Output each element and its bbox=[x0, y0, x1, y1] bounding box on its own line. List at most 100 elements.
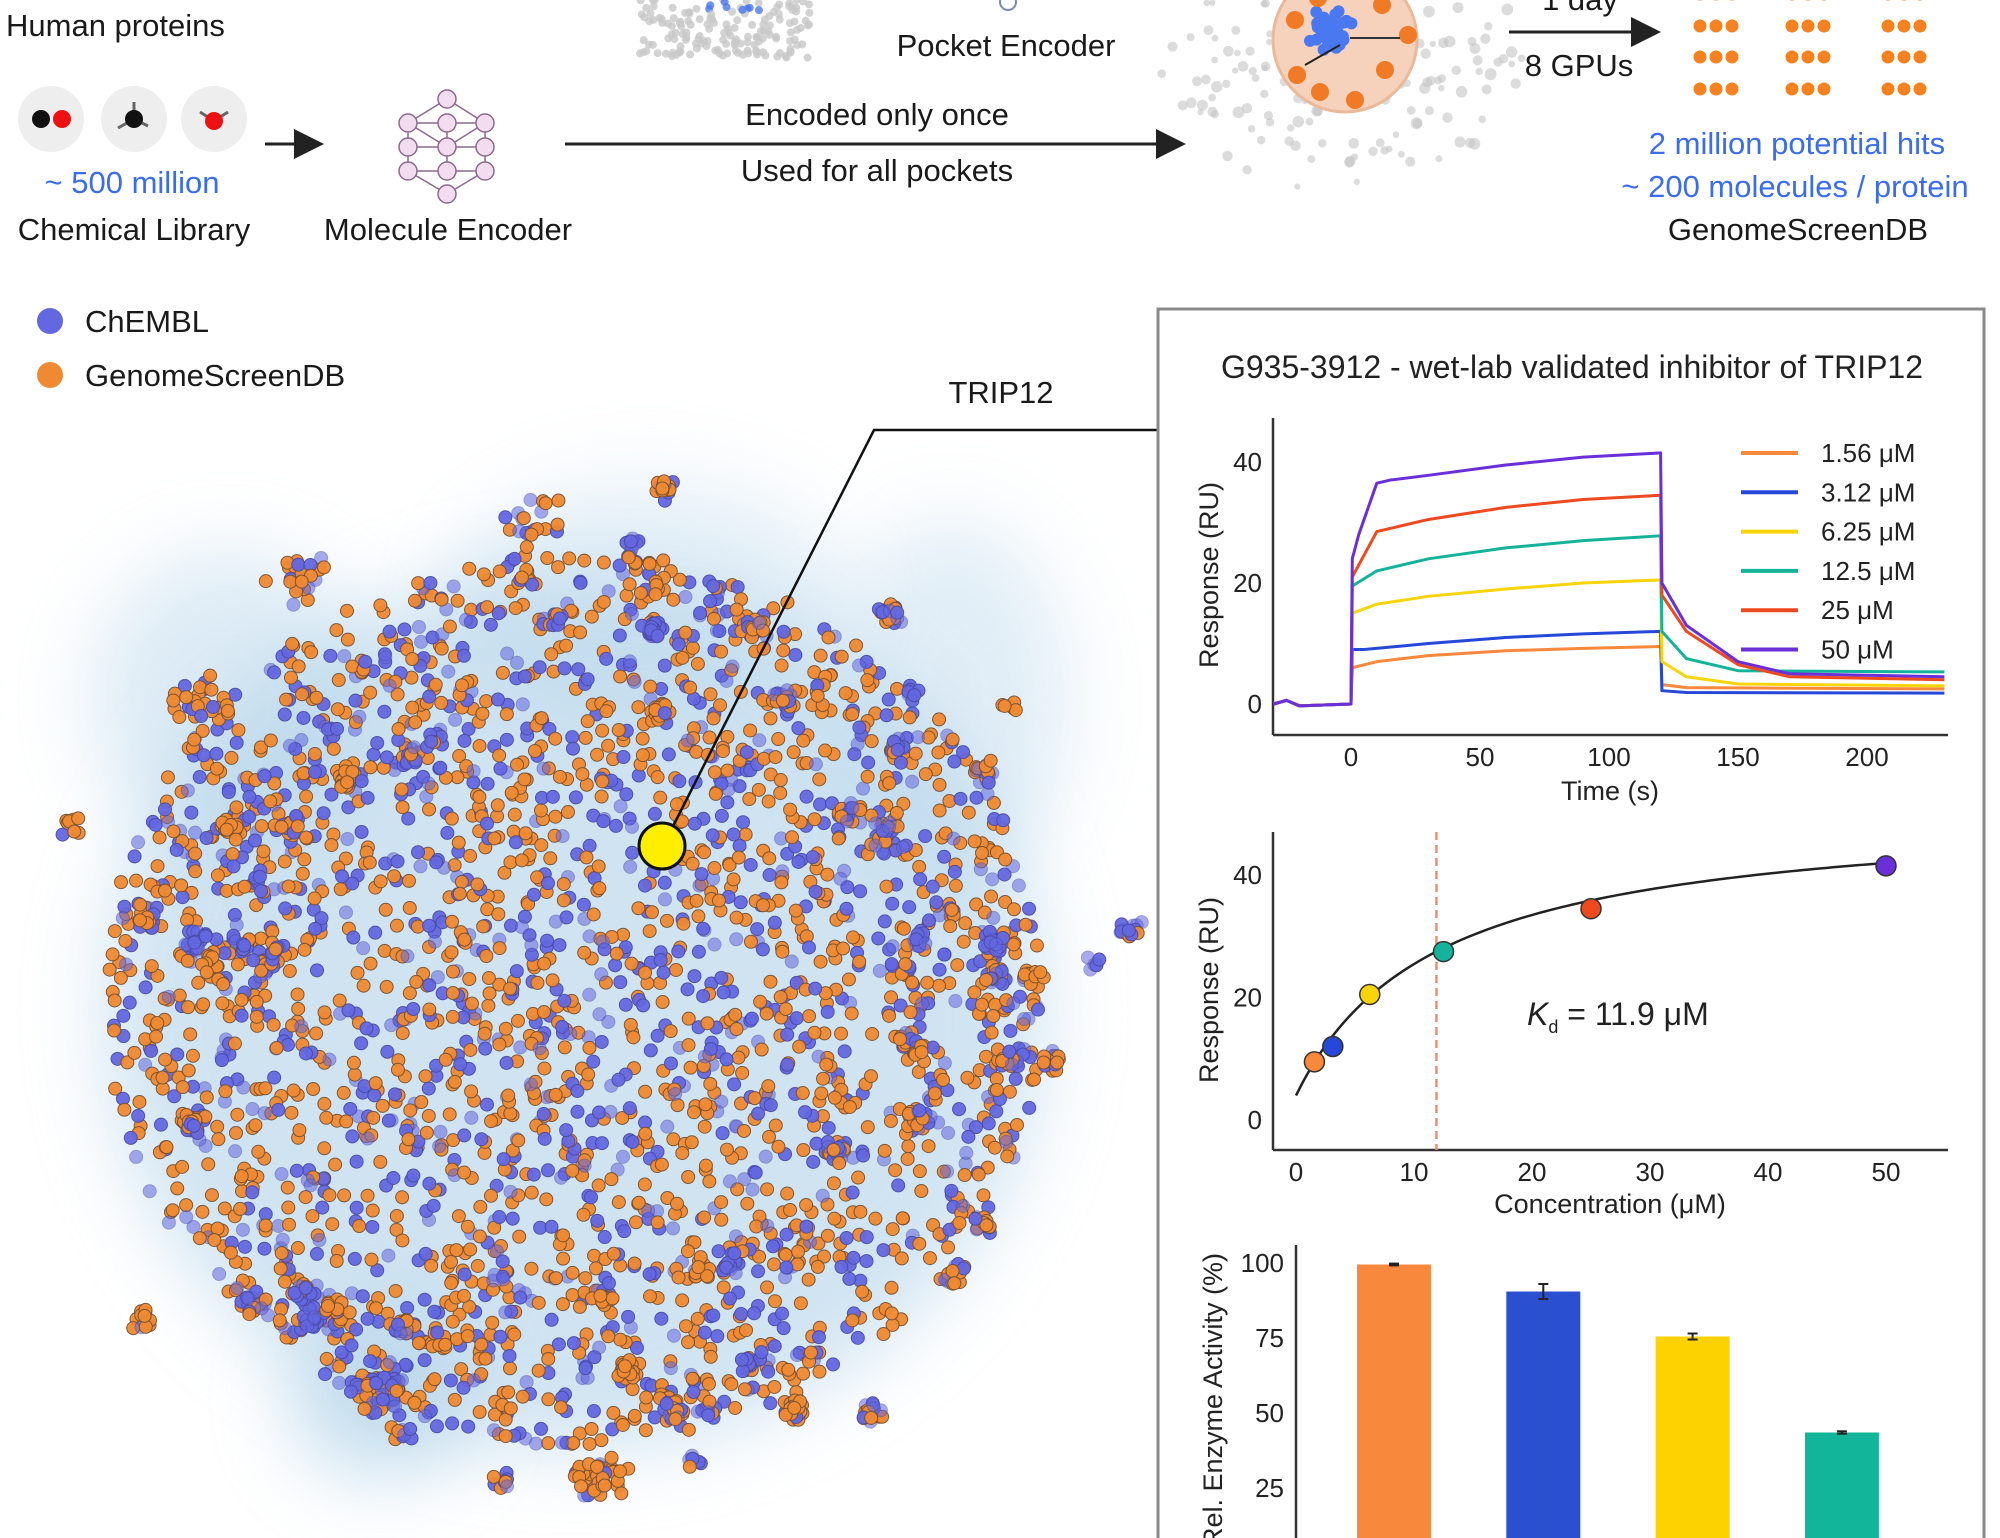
chembl-dot bbox=[537, 1131, 552, 1146]
chembl-dot bbox=[714, 1094, 729, 1109]
genomescreendb-dot bbox=[958, 916, 973, 931]
pocket-atom bbox=[1290, 140, 1301, 152]
chembl-dot bbox=[846, 1250, 861, 1265]
chembl-dot bbox=[400, 1301, 415, 1316]
genomescreendb-dot bbox=[774, 658, 789, 673]
genomescreendb-dot bbox=[237, 879, 252, 894]
genomescreendb-dot bbox=[534, 838, 549, 853]
genomescreendb-dot bbox=[947, 1276, 962, 1291]
chembl-dot bbox=[1017, 1012, 1032, 1027]
chembl-dot bbox=[382, 1355, 397, 1370]
genomescreendb-dot bbox=[680, 1244, 695, 1259]
genomescreendb-dot bbox=[234, 992, 249, 1007]
genomescreendb-dot bbox=[336, 1085, 351, 1100]
genomescreendb-dot bbox=[273, 1261, 288, 1276]
genomescreendb-dot bbox=[548, 731, 563, 746]
chembl-dot bbox=[153, 1117, 168, 1132]
chembl-dot bbox=[981, 1116, 996, 1131]
hit-dot bbox=[1817, 19, 1831, 33]
genomescreendb-dot bbox=[215, 996, 230, 1011]
chembl-dot bbox=[349, 1200, 364, 1215]
chembl-dot bbox=[859, 1230, 874, 1245]
genomescreendb-dot bbox=[281, 879, 296, 894]
genomescreendb-dot bbox=[653, 790, 668, 805]
chembl-dot bbox=[379, 750, 394, 765]
chembl-dot bbox=[545, 789, 560, 804]
trip12-highlight-point[interactable] bbox=[637, 821, 687, 871]
chembl-dot bbox=[548, 914, 563, 929]
chembl-dot bbox=[544, 1219, 559, 1234]
hit-dot bbox=[1725, 82, 1739, 96]
pocket-atom bbox=[1263, 110, 1274, 121]
chembl-dot bbox=[912, 1103, 927, 1118]
chembl-dot bbox=[999, 1134, 1014, 1149]
pocket-atom bbox=[1242, 165, 1252, 175]
chembl-dot bbox=[727, 1246, 742, 1261]
genomescreendb-dot bbox=[983, 753, 998, 768]
chembl-dot bbox=[696, 921, 711, 936]
genomescreendb-dot bbox=[639, 1390, 654, 1405]
chembl-dot bbox=[1002, 1044, 1017, 1059]
protein-atom bbox=[636, 0, 645, 5]
genomescreendb-dot bbox=[668, 962, 683, 977]
genomescreendb-dot bbox=[613, 1332, 628, 1347]
pocket-screening-icon bbox=[1157, 0, 1526, 190]
pocket-atom bbox=[1232, 67, 1239, 74]
hit-dot bbox=[1881, 50, 1895, 64]
chembl-dot bbox=[856, 781, 871, 796]
chembl-dot bbox=[464, 1110, 479, 1125]
genomescreendb-dot bbox=[957, 1168, 972, 1183]
genomescreendb-dot bbox=[613, 669, 628, 684]
chembl-dot bbox=[479, 816, 494, 831]
genomescreendb-dot bbox=[129, 873, 144, 888]
genomescreendb-dot bbox=[605, 1291, 620, 1306]
pocket-atom bbox=[1208, 93, 1216, 102]
chembl-dot bbox=[554, 1170, 569, 1185]
hit-dot bbox=[1709, 19, 1723, 33]
genomescreendb-dot bbox=[407, 1395, 422, 1410]
protein-atom bbox=[640, 13, 649, 22]
genomescreendb-dot bbox=[524, 1261, 539, 1276]
hit-dot bbox=[1897, 50, 1911, 64]
genomescreendb-dot bbox=[778, 1247, 793, 1262]
chembl-dot bbox=[275, 1232, 290, 1247]
genomescreendb-dot bbox=[774, 875, 789, 890]
hit-dot bbox=[1897, 82, 1911, 96]
genomescreendb-dot bbox=[541, 1392, 556, 1407]
genomescreendb-dot bbox=[998, 852, 1013, 867]
chembl-dot bbox=[523, 492, 538, 507]
chembl-dot bbox=[257, 1106, 272, 1121]
genomescreendb-dot bbox=[743, 934, 758, 949]
genomescreendb-dot bbox=[644, 905, 659, 920]
pocket-atom bbox=[1406, 106, 1416, 115]
genomescreendb-dot bbox=[1000, 1149, 1015, 1164]
pocket-atom bbox=[1442, 112, 1453, 123]
pocket-atom bbox=[1435, 155, 1443, 163]
genomescreendb-dot bbox=[133, 897, 148, 912]
genomescreendb-dot bbox=[331, 673, 346, 688]
genomescreendb-dot bbox=[998, 894, 1013, 909]
protein-atom bbox=[738, 50, 747, 59]
genomescreendb-dot bbox=[352, 1219, 367, 1234]
genomescreendb-dot bbox=[560, 805, 575, 820]
genomescreendb-dot bbox=[330, 702, 345, 717]
genomescreendb-dot bbox=[299, 789, 314, 804]
chembl-dot bbox=[948, 994, 963, 1009]
protein-atom bbox=[642, 47, 651, 56]
genomescreendb-dot bbox=[319, 1351, 334, 1366]
genomescreendb-dot bbox=[795, 1086, 810, 1101]
genomescreendb-dot bbox=[166, 693, 181, 708]
pocket-orange-atom bbox=[1376, 61, 1394, 79]
data-point bbox=[1303, 1051, 1326, 1073]
chembl-dot bbox=[498, 1305, 513, 1320]
chembl-dot bbox=[739, 745, 754, 760]
chembl-dot bbox=[657, 706, 672, 721]
genomescreendb-dot bbox=[642, 556, 657, 571]
genomescreendb-dot bbox=[961, 805, 976, 820]
chembl-dot bbox=[727, 1077, 742, 1092]
pocket-atom bbox=[1211, 56, 1219, 64]
chembl-dot bbox=[751, 1264, 766, 1279]
genomescreendb-dot bbox=[390, 1062, 405, 1077]
hit-dot bbox=[1901, 0, 1907, 1]
genomescreendb-dot bbox=[217, 1201, 232, 1216]
